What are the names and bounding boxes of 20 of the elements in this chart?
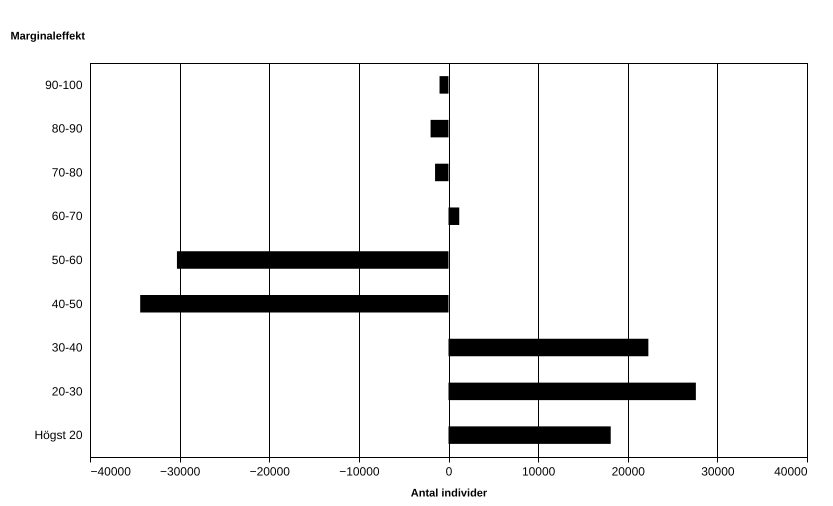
x-tick-label: −30000 [160,464,201,478]
y-axis-title: Marginaleffekt [10,30,86,42]
x-tick-label: −40000 [90,464,132,478]
y-tick-label: 30-40 [52,340,83,355]
y-tick-label: 90-100 [45,78,83,92]
x-tick-label: 0 [446,464,453,478]
x-tick-label: 40000 [774,464,808,478]
x-tick-label: 20000 [612,464,646,478]
y-tick-label: 20-30 [52,384,83,398]
x-axis-title: Antal individer [410,488,488,500]
y-tick-label: 70-80 [52,165,83,180]
y-tick-label: 50-60 [52,253,83,267]
x-tick-label: 30000 [701,464,735,478]
y-tick-label: 40-50 [52,296,83,311]
y-tick-label: 60-70 [52,209,83,224]
y-tick-label: Högst 20 [34,428,83,442]
x-tick-label: −20000 [250,464,290,478]
x-tick-label: 10000 [522,464,556,478]
y-tick-label: 80-90 [52,122,83,136]
x-tick-label: −10000 [339,464,380,478]
